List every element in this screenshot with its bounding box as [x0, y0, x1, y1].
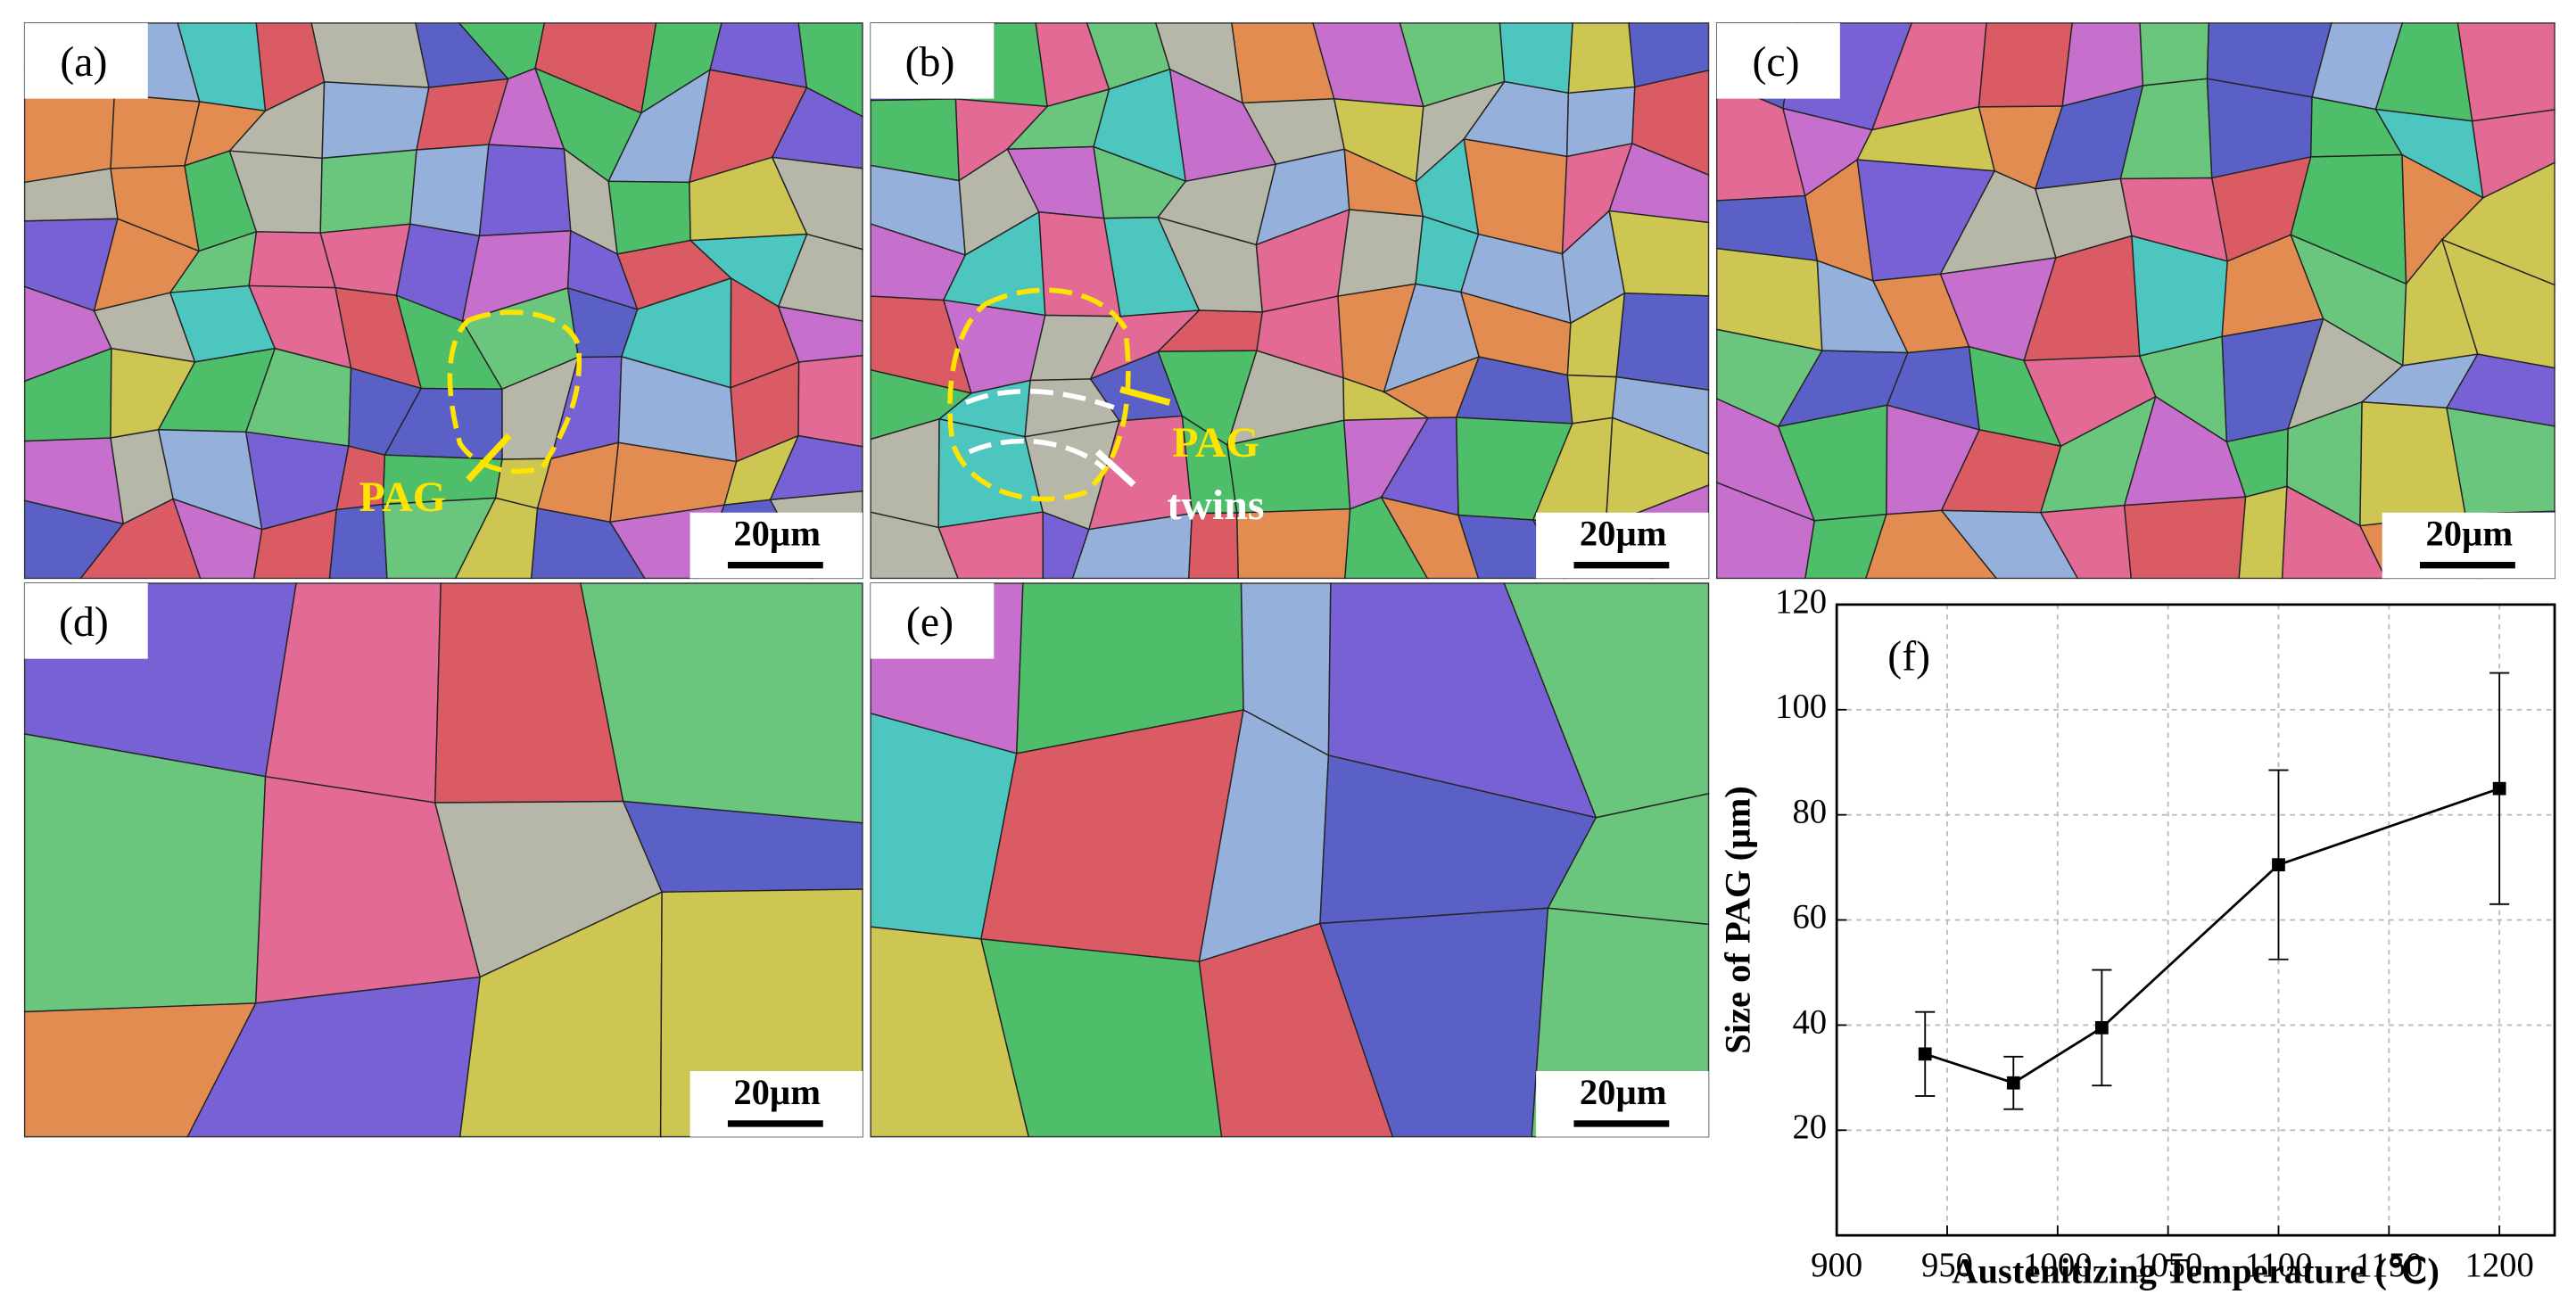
label-box — [24, 582, 148, 659]
panel-label: (c) — [1752, 38, 1799, 86]
y-tick-label: 60 — [1792, 898, 1827, 936]
grain — [2123, 496, 2247, 580]
x-tick-label: 1050 — [2134, 1247, 2202, 1284]
grain — [319, 149, 417, 234]
grain — [1566, 374, 1618, 425]
ebsd-maps — [23, 22, 2555, 1138]
marker — [1918, 1047, 1932, 1061]
label-box — [871, 22, 995, 99]
grain — [310, 22, 430, 88]
grain — [1337, 209, 1424, 297]
grain — [321, 81, 430, 160]
grain — [2139, 22, 2210, 87]
arrow — [1094, 449, 1136, 488]
twin-outline — [968, 438, 1106, 471]
panel-label: (b) — [905, 38, 955, 86]
x-tick-label: 1000 — [2023, 1247, 2092, 1284]
arrow — [466, 433, 512, 482]
y-axis-label: Size of PAG (µm) — [1718, 786, 1758, 1053]
scale-bar-label: 20µm — [1580, 514, 1667, 554]
annotation: twins — [1167, 482, 1264, 529]
x-tick-label: 1150 — [2355, 1247, 2423, 1284]
grain — [1977, 22, 2074, 108]
line — [1924, 787, 2500, 1084]
panel-label: (e) — [906, 598, 954, 646]
x-tick-label: 1200 — [2465, 1247, 2533, 1284]
grain — [478, 144, 572, 237]
chart: 20 40 60 80 100 120 900 950 1000 1050 1100 1150 1200… — [1718, 583, 2556, 1291]
grain — [2456, 22, 2555, 122]
label-box — [871, 582, 995, 659]
label-box — [24, 22, 148, 99]
scale-bar-label: 20µm — [1580, 1072, 1667, 1112]
grain — [797, 354, 863, 448]
arrow — [1119, 386, 1171, 406]
y-tick-label: 20 — [1792, 1109, 1827, 1146]
panel-label: (a) — [60, 38, 107, 86]
annotation: PAG — [1172, 419, 1259, 466]
grain — [1567, 22, 1636, 95]
marker — [2094, 1020, 2109, 1035]
grain — [23, 733, 267, 1013]
x-tick-label: 950 — [1921, 1247, 1973, 1284]
pag-outline — [947, 287, 1131, 502]
annotation: PAG — [359, 474, 446, 521]
label-box — [1716, 22, 1840, 99]
marker — [2006, 1076, 2020, 1090]
marker — [2272, 858, 2285, 872]
marker — [2492, 781, 2506, 796]
scale-bar-label: 20µm — [2425, 514, 2513, 554]
y-tick-label: 120 — [1775, 583, 1827, 621]
grain — [579, 582, 863, 824]
panel-label: (d) — [59, 598, 109, 646]
x-tick-label: 900 — [1811, 1247, 1862, 1284]
panel-labels: (a) 20µm (b) 20µm (c) 20µm (d) 20µm (e) 20µm — [24, 22, 2555, 1137]
grain — [2446, 407, 2555, 515]
y-tick-label: 80 — [1792, 794, 1827, 831]
x-axis-label: Austenitizing Temperature (℃) — [1952, 1251, 2440, 1291]
grain — [409, 144, 490, 237]
grain — [264, 582, 442, 804]
scale-bar-label: 20µm — [733, 514, 821, 554]
grain — [2238, 485, 2288, 580]
x-tick-label: 1100 — [2245, 1247, 2313, 1284]
panel-label: (f) — [1887, 633, 1930, 680]
y-tick-label: 40 — [1792, 1003, 1827, 1041]
pag-outline — [447, 309, 582, 474]
scale-bar-label: 20µm — [733, 1072, 821, 1112]
grain — [1615, 292, 1710, 392]
twin-outline — [964, 388, 1115, 410]
y-tick-label: 100 — [1775, 688, 1827, 726]
grain — [1608, 210, 1710, 297]
plot-frame — [1835, 603, 2556, 1237]
